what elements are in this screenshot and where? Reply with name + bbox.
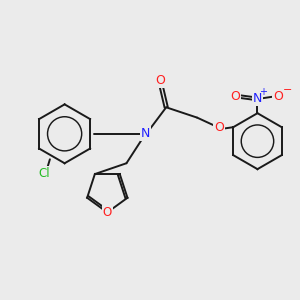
Text: −: − [283,85,292,94]
Text: O: O [103,206,112,219]
Text: O: O [230,90,240,103]
Text: N: N [253,92,262,105]
Text: +: + [259,87,267,97]
Text: O: O [214,122,224,134]
Text: O: O [273,90,283,103]
Text: O: O [155,74,165,87]
Text: Cl: Cl [38,167,50,180]
Text: N: N [141,127,150,140]
